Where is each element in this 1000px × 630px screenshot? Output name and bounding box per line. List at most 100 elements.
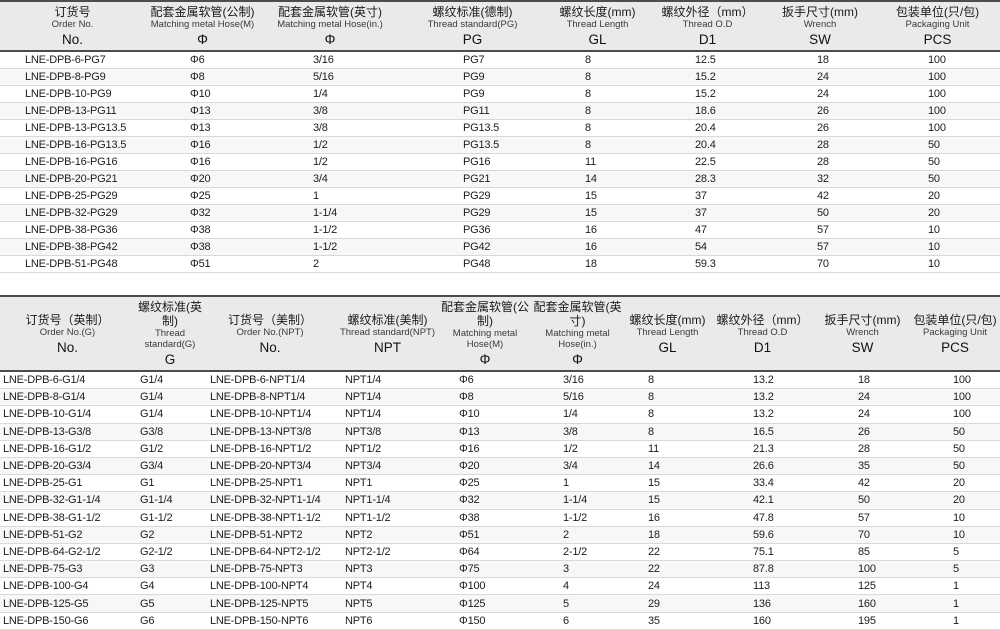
- table-cell: 70: [765, 255, 875, 273]
- table-cell: 8: [625, 423, 710, 441]
- table-cell: 50: [815, 491, 910, 510]
- column-header-zh: 订货号: [54, 5, 91, 19]
- table-cell: 18: [625, 526, 710, 544]
- column-header-en: Thread O.D: [737, 326, 788, 338]
- table-cell: LNE-DPB-8-PG9: [0, 68, 145, 86]
- table-cell: Φ25: [440, 474, 530, 493]
- column-header-zh: 螺纹长度(mm): [629, 312, 706, 327]
- table-cell: NPT1: [335, 474, 440, 493]
- column-header: 螺纹外径（mm） Thread O.D D1: [650, 0, 765, 52]
- table-cell: Φ75: [440, 560, 530, 579]
- table-cell: 42.1: [710, 491, 815, 510]
- column-header-zh: 扳手尺寸(mm): [824, 312, 901, 327]
- table-row: LNE-DPB-150-G6 G6 LNE-DPB-150-NPT6 NPT6 Φ150…: [0, 612, 1000, 630]
- table-cell: NPT2-1/2: [335, 543, 440, 562]
- table-cell: LNE-DPB-25-PG29: [0, 187, 145, 205]
- table-cell: 195: [815, 612, 910, 630]
- column-header-en: Matching metal Hose(M): [452, 328, 518, 350]
- table-cell: 32: [765, 170, 875, 188]
- column-header: 配套金属软管(公制) Matching metal Hose(M) Φ: [145, 0, 260, 52]
- table-cell: 15.2: [650, 85, 765, 103]
- column-header-zh: 包装单位(只/包): [895, 5, 980, 19]
- table-cell: LNE-DPB-10-NPT1/4: [205, 405, 335, 424]
- table-cell: 21.3: [710, 440, 815, 458]
- table-cell: Φ125: [440, 594, 530, 613]
- table-cell: 5/16: [530, 388, 625, 407]
- table-cell: Φ25: [145, 187, 260, 205]
- table-cell: 18: [815, 371, 910, 390]
- column-header-zh: 订货号（美制）: [227, 312, 312, 327]
- table-cell: 2: [260, 255, 400, 273]
- table-cell: 50: [875, 136, 1000, 154]
- column-header: 配套金属软管(公制) Matching metal Hose(M) Φ: [440, 295, 530, 372]
- table-cell: 15: [545, 204, 650, 222]
- table-cell: 8: [545, 85, 650, 103]
- table-cell: LNE-DPB-8-G1/4: [0, 388, 135, 407]
- table-cell: 4: [530, 577, 625, 596]
- table-row: LNE-DPB-38-G1-1/2 G1-1/2 LNE-DPB-38-NPT1-1…: [0, 509, 1000, 527]
- table-cell: NPT6: [335, 612, 440, 630]
- table-cell: 1: [260, 187, 400, 205]
- table-cell: 29: [625, 594, 710, 613]
- table-row: LNE-DPB-10-PG9 Φ10 1/4 PG9 8 15.2 24 100: [0, 85, 1000, 103]
- table-cell: Φ100: [440, 577, 530, 596]
- table-cell: 22: [625, 543, 710, 562]
- table-row: LNE-DPB-13-G3/8 G3/8 LNE-DPB-13-NPT3/8 NPT3…: [0, 423, 1000, 441]
- table-cell: Φ20: [440, 457, 530, 476]
- table-cell: 3/8: [260, 119, 400, 137]
- table-cell: NPT1/4: [335, 405, 440, 424]
- table-cell: LNE-DPB-25-G1: [0, 474, 135, 493]
- table-cell: 85: [815, 543, 910, 562]
- table-cell: 13.2: [710, 371, 815, 390]
- table-row: LNE-DPB-125-G5 G5 LNE-DPB-125-NPT5 NPT5 Φ125…: [0, 594, 1000, 613]
- table-cell: 8: [545, 119, 650, 137]
- column-header-en: Order No.: [51, 19, 94, 30]
- table-cell: 50: [910, 440, 1000, 458]
- column-header: 螺纹标准(美制) Thread standard(NPT) NPT: [335, 295, 440, 372]
- table-cell: 50: [875, 170, 1000, 188]
- column-header-zh: 包装单位(只/包): [913, 312, 997, 327]
- table-cell: 16: [545, 238, 650, 256]
- table-cell: PG13.5: [400, 136, 545, 154]
- column-header-sym: Φ: [197, 32, 208, 47]
- table-cell: PG36: [400, 221, 545, 239]
- column-header: 订货号（美制） Order No.(NPT) No.: [205, 295, 335, 372]
- table-cell: 22.5: [650, 153, 765, 171]
- table-cell: Φ13: [145, 102, 260, 120]
- table-cell: LNE-DPB-51-G2: [0, 526, 135, 544]
- table-cell: LNE-DPB-38-NPT1-1/2: [205, 509, 335, 527]
- table-cell: G5: [135, 594, 205, 613]
- table-cell: 16.5: [710, 423, 815, 441]
- column-header-en: Packaging Unit: [923, 326, 987, 338]
- table-cell: 47.8: [710, 509, 815, 527]
- table-cell: Φ51: [440, 526, 530, 544]
- table-cell: LNE-DPB-8-NPT1/4: [205, 388, 335, 407]
- table-row: LNE-DPB-51-G2 G2 LNE-DPB-51-NPT2 NPT2 Φ51 2 18…: [0, 526, 1000, 544]
- table-cell: LNE-DPB-75-G3: [0, 560, 135, 579]
- table-cell: NPT1-1/2: [335, 509, 440, 527]
- table-cell: LNE-DPB-16-NPT1/2: [205, 440, 335, 458]
- column-header: 螺纹标准(德制) Thread standard(PG) PG: [400, 0, 545, 52]
- table-cell: LNE-DPB-6-PG7: [0, 51, 145, 69]
- table-cell: 100: [875, 68, 1000, 86]
- column-header-en: Thread Length: [636, 326, 699, 338]
- table-cell: 8: [545, 102, 650, 120]
- table-cell: 10: [875, 255, 1000, 273]
- table-cell: LNE-DPB-125-NPT5: [205, 594, 335, 613]
- table-cell: LNE-DPB-13-PG13.5: [0, 119, 145, 137]
- table-cell: Φ6: [145, 51, 260, 69]
- table-row: LNE-DPB-10-G1/4 G1/4 LNE-DPB-10-NPT1/4 NPT1…: [0, 405, 1000, 424]
- table-cell: PG29: [400, 204, 545, 222]
- table-cell: 3/16: [260, 51, 400, 69]
- table-cell: LNE-DPB-32-NPT1-1/4: [205, 491, 335, 510]
- table-cell: G1/4: [135, 371, 205, 390]
- table-cell: 28: [765, 153, 875, 171]
- column-header-en: Order No.(G): [39, 326, 96, 338]
- table-row: LNE-DPB-8-PG9 Φ8 5/16 PG9 8 15.2 24 100: [0, 68, 1000, 86]
- table-cell: 24: [765, 85, 875, 103]
- table-cell: 3/4: [530, 457, 625, 476]
- table-cell: LNE-DPB-10-G1/4: [0, 405, 135, 424]
- table-cell: G2-1/2: [135, 543, 205, 562]
- table-cell: NPT1/4: [335, 388, 440, 407]
- column-header-sym: Φ: [572, 352, 583, 367]
